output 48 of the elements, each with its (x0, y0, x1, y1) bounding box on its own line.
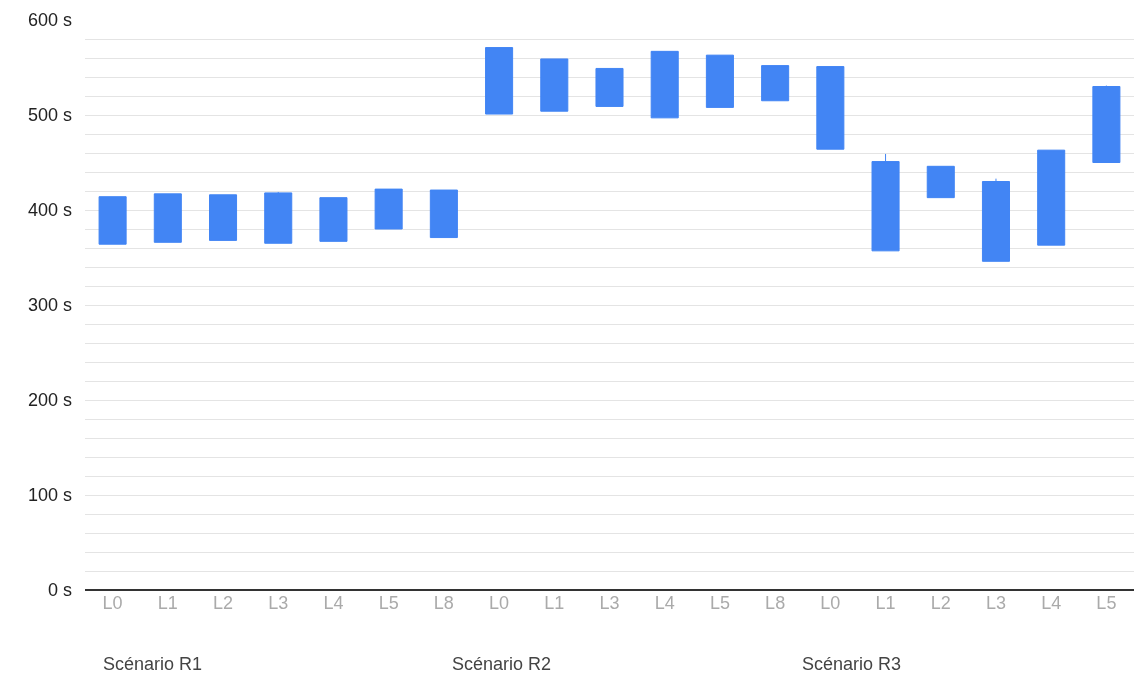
x-tick-label: L5 (1096, 593, 1117, 613)
candlestick (705, 54, 734, 108)
x-tick-label: L5 (709, 593, 730, 613)
x-tick-label: L3 (599, 593, 620, 613)
candlestick (264, 191, 293, 244)
x-tick-label: L1 (875, 593, 896, 613)
y-tick-label: 0 s (47, 580, 72, 601)
x-tick-label: L0 (820, 593, 841, 613)
x-tick-label: L2 (213, 593, 234, 613)
candlestick (153, 193, 182, 243)
y-tick-label: 400 s (27, 200, 72, 221)
text: Scénario R1 (103, 654, 203, 674)
candlestick (926, 165, 955, 199)
candlestick (1037, 149, 1066, 246)
x-tick-label: L4 (1041, 593, 1062, 613)
x-tick-label: L3 (268, 593, 289, 613)
x-tick-label: L1 (157, 593, 178, 613)
x-tick-label: L8 (433, 593, 454, 613)
x-tick-label: L1 (544, 593, 565, 613)
candlestick (98, 196, 127, 245)
x-tick-label: L3 (985, 593, 1006, 613)
candlestick (816, 66, 845, 150)
candlestick (209, 194, 238, 241)
candlestick (871, 153, 900, 252)
x-tick-label: L2 (930, 593, 951, 613)
x-tick-label: L5 (378, 593, 399, 613)
candlestick (540, 58, 569, 112)
candlestick (485, 47, 514, 115)
x-tick-label: L8 (765, 593, 786, 613)
text: Scénario R3 (802, 654, 902, 674)
y-tick-label: 500 s (27, 105, 72, 126)
y-tick-label: 300 s (27, 295, 72, 316)
candlestick (319, 197, 348, 242)
candlestick (1092, 85, 1121, 163)
x-tick-label: L0 (489, 593, 510, 613)
candlestick (429, 189, 458, 239)
candlestick (595, 67, 624, 107)
y-tick-label: 200 s (27, 390, 72, 411)
x-tick-label: L4 (654, 593, 675, 613)
x-tick-label: L0 (102, 593, 123, 613)
x-tick-label: L4 (323, 593, 344, 613)
y-tick-label: 600 s (27, 10, 72, 31)
candlestick (761, 65, 790, 102)
candlestick (981, 178, 1010, 262)
candlestick (650, 50, 679, 119)
candlestick (374, 188, 403, 230)
y-tick-label: 100 s (27, 485, 72, 506)
text: Scénario R2 (452, 654, 552, 674)
